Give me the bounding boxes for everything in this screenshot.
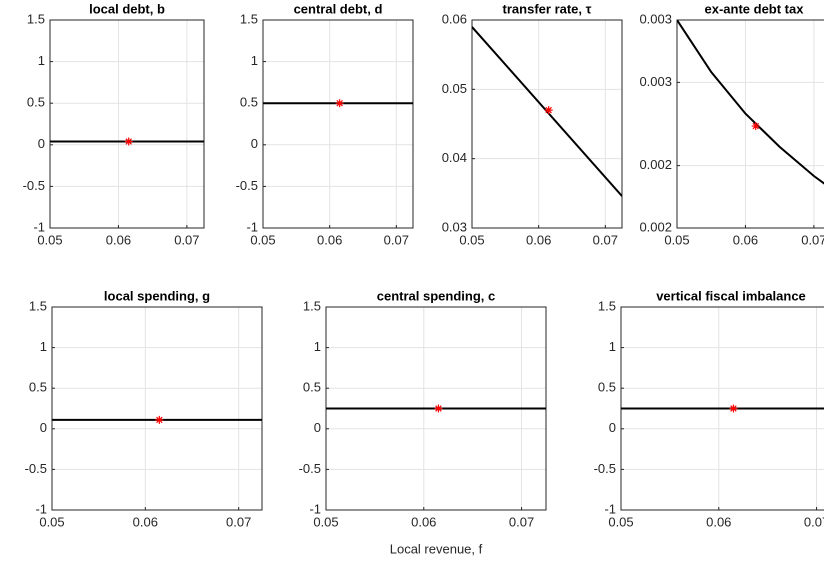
y-tick-label: -1 bbox=[604, 501, 616, 516]
x-tick-label: 0.07 bbox=[804, 514, 824, 529]
x-tick-label: 0.06 bbox=[733, 232, 758, 247]
subplot: 0.05 0.06 0.07 0.002 0.002 0.003 0.003 ex-ante … bbox=[639, 1, 824, 247]
x-tick-label: 0.05 bbox=[313, 514, 338, 529]
x-tick-label: 0.07 bbox=[226, 514, 251, 529]
y-tick-label: 1 bbox=[40, 339, 47, 354]
subplot-title: vertical fiscal imbalance bbox=[656, 288, 806, 303]
axes-background bbox=[50, 20, 204, 228]
subplot-title: local debt, b bbox=[89, 1, 165, 16]
x-tick-label: 0.05 bbox=[250, 232, 275, 247]
y-tick-label: 0 bbox=[251, 136, 258, 151]
y-tick-label: 1.5 bbox=[303, 298, 321, 313]
y-tick-label: 0.5 bbox=[29, 380, 47, 395]
y-tick-label: 0.003 bbox=[639, 74, 672, 89]
y-tick-label: 0.04 bbox=[442, 150, 467, 165]
y-tick-label: 0 bbox=[609, 420, 616, 435]
y-tick-label: 0.06 bbox=[442, 11, 467, 26]
highlight-marker bbox=[335, 99, 344, 108]
y-tick-label: 1.5 bbox=[240, 11, 258, 26]
y-tick-label: 1 bbox=[251, 53, 258, 68]
data-line bbox=[677, 20, 824, 185]
y-tick-label: 0.5 bbox=[303, 380, 321, 395]
subplot-title: local spending, g bbox=[104, 288, 210, 303]
subplot: 0.05 0.06 0.07 -1 -0.5 0 0.5 1 1.5 central spendi… bbox=[299, 288, 547, 556]
y-tick-label: 1.5 bbox=[598, 298, 616, 313]
x-tick-label: 0.05 bbox=[664, 232, 689, 247]
y-tick-label: 0 bbox=[314, 420, 321, 435]
x-tick-label: 0.06 bbox=[706, 514, 731, 529]
x-tick-label: 0.07 bbox=[593, 232, 618, 247]
subplot-title: transfer rate, τ bbox=[503, 1, 592, 16]
y-tick-label: -0.5 bbox=[594, 461, 616, 476]
subplot: 0.05 0.06 0.07 0.03 0.04 0.05 0.06 transfer rat… bbox=[442, 1, 623, 247]
highlight-marker bbox=[155, 415, 164, 424]
x-tick-label: 0.06 bbox=[317, 232, 342, 247]
y-tick-label: -1 bbox=[246, 219, 258, 234]
subplot-title: ex-ante debt tax bbox=[705, 1, 805, 16]
y-tick-label: 0.5 bbox=[240, 95, 258, 110]
x-tick-label: 0.05 bbox=[37, 232, 62, 247]
subplot: 0.05 0.06 0.07 -1 -0.5 0 0.5 1 1.5 local debt, b bbox=[23, 1, 205, 247]
highlight-marker bbox=[751, 122, 760, 131]
y-tick-label: -1 bbox=[35, 501, 47, 516]
subplot-title: central debt, d bbox=[294, 1, 383, 16]
axes-frame bbox=[49, 19, 205, 229]
y-tick-label: 1.5 bbox=[27, 11, 45, 26]
y-tick-label: 1 bbox=[38, 53, 45, 68]
x-tick-label: 0.06 bbox=[106, 232, 131, 247]
y-tick-label: 0.003 bbox=[639, 11, 672, 26]
y-tick-label: 0.002 bbox=[639, 157, 672, 172]
x-tick-label: 0.05 bbox=[459, 232, 484, 247]
y-tick-label: -0.5 bbox=[299, 461, 321, 476]
x-tick-label: 0.06 bbox=[411, 514, 436, 529]
y-tick-label: 0.03 bbox=[442, 219, 467, 234]
x-tick-label: 0.07 bbox=[174, 232, 199, 247]
x-tick-label: 0.06 bbox=[133, 514, 158, 529]
axes-background bbox=[677, 20, 824, 228]
axes-frame bbox=[262, 19, 414, 229]
y-tick-label: 1 bbox=[609, 339, 616, 354]
y-tick-label: 0.05 bbox=[442, 81, 467, 96]
y-tick-label: -0.5 bbox=[25, 461, 47, 476]
subplot-title: central spending, c bbox=[377, 288, 495, 303]
y-tick-label: -1 bbox=[33, 219, 45, 234]
x-tick-label: 0.06 bbox=[526, 232, 551, 247]
y-tick-label: 0.002 bbox=[639, 219, 672, 234]
y-tick-label: 0.5 bbox=[27, 95, 45, 110]
y-tick-label: -0.5 bbox=[23, 178, 45, 193]
x-tick-label: 0.07 bbox=[384, 232, 409, 247]
y-tick-label: 0 bbox=[40, 420, 47, 435]
x-tick-label: 0.07 bbox=[509, 514, 534, 529]
highlight-marker bbox=[434, 404, 443, 413]
subplot: 0.05 0.06 0.07 -1 -0.5 0 0.5 1 1.5 local spending… bbox=[25, 288, 263, 529]
y-tick-label: 1.5 bbox=[29, 298, 47, 313]
highlight-marker bbox=[544, 106, 553, 115]
axes-background bbox=[52, 307, 262, 510]
y-tick-label: 1 bbox=[314, 339, 321, 354]
axes-frame bbox=[51, 306, 263, 511]
x-axis-label: Local revenue, f bbox=[390, 541, 483, 556]
axes-frame bbox=[676, 19, 824, 229]
subplot: 0.05 0.06 0.07 -1 -0.5 0 0.5 1 1.5 central debt, … bbox=[236, 1, 414, 247]
y-tick-label: 0.5 bbox=[598, 380, 616, 395]
x-tick-label: 0.07 bbox=[801, 232, 824, 247]
y-tick-label: 0 bbox=[38, 136, 45, 151]
subplot: 0.05 0.06 0.07 -1 -0.5 0 0.5 1 1.5 vertical fisca… bbox=[594, 288, 824, 529]
highlight-marker bbox=[729, 404, 738, 413]
y-tick-label: -0.5 bbox=[236, 178, 258, 193]
y-tick-label: -1 bbox=[309, 501, 321, 516]
axes-background bbox=[263, 20, 413, 228]
x-tick-label: 0.05 bbox=[39, 514, 64, 529]
x-tick-label: 0.05 bbox=[608, 514, 633, 529]
highlight-marker bbox=[124, 137, 133, 146]
axes-frame bbox=[471, 19, 623, 229]
